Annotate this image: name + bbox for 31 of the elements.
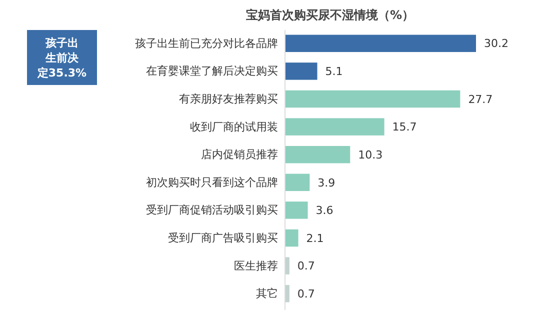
bar <box>285 34 476 52</box>
data-label: 15.7 <box>392 120 417 134</box>
data-label: 0.7 <box>297 287 315 300</box>
bar <box>285 174 310 192</box>
data-label: 30.2 <box>484 37 508 50</box>
y-tick-label: 受到厂商广告吸引购买 <box>168 232 278 245</box>
data-label: 0.7 <box>297 260 315 273</box>
y-tick-label: 初次购买时只看到这个品牌 <box>146 176 278 189</box>
y-tick-label: 孩子出生前已充分对比各品牌 <box>135 36 278 50</box>
bar <box>285 202 308 219</box>
data-label: 3.9 <box>318 176 336 190</box>
bar <box>285 229 298 247</box>
y-tick-label: 医生推荐 <box>234 259 278 272</box>
y-tick-label: 在育婴课堂了解后决定购买 <box>146 64 278 78</box>
text: 孩子出生前决定35.3% <box>36 36 87 80</box>
bar <box>285 62 318 80</box>
data-label: 10.3 <box>358 148 383 162</box>
data-label: 5.1 <box>325 65 343 78</box>
data-label: 2.1 <box>306 232 324 245</box>
y-tick-label: 有亲朋好友推荐购买 <box>179 92 278 106</box>
bar <box>285 146 350 164</box>
y-tick-label: 受到厂商促销活动吸引购买 <box>146 204 278 217</box>
bar <box>285 118 384 136</box>
y-tick-label: 其它 <box>256 287 278 300</box>
bar <box>285 257 290 274</box>
data-label: 27.7 <box>468 92 493 106</box>
data-label: 3.6 <box>316 204 334 218</box>
y-tick-label: 收到厂商的试用装 <box>190 120 278 134</box>
chart-title: 宝妈首次购买尿不湿情境（%） <box>246 8 414 22</box>
bar <box>285 90 460 108</box>
y-tick-label: 店内促销员推荐 <box>201 148 278 162</box>
